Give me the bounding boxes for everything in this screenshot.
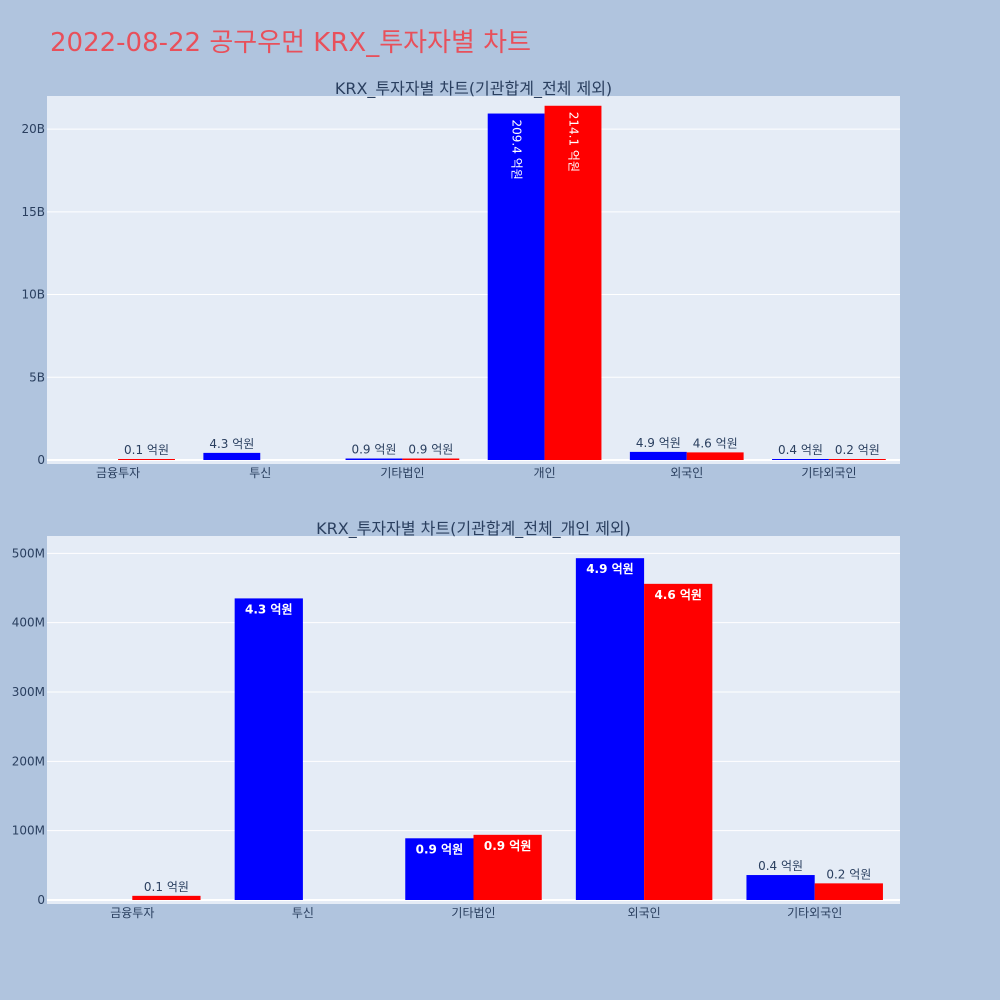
x-tick-label: 투신 bbox=[292, 906, 314, 920]
data-label: 0.4 억원 bbox=[758, 859, 803, 873]
x-tick-label: 외국인 bbox=[628, 906, 661, 920]
data-label: 4.6 억원 bbox=[654, 588, 702, 602]
y-tick-label: 500M bbox=[12, 546, 45, 560]
page-title: 2022-08-22 공구우먼 KRX_투자자별 차트 bbox=[50, 28, 532, 58]
bar bbox=[473, 834, 542, 900]
data-label: 209.4 억원 bbox=[510, 120, 524, 180]
y-tick-label: 200M bbox=[12, 754, 45, 768]
data-label: 4.6 억원 bbox=[693, 436, 738, 450]
bar bbox=[405, 838, 474, 900]
y-tick-label: 10B bbox=[21, 288, 45, 302]
bar bbox=[402, 458, 460, 460]
bar bbox=[234, 598, 303, 900]
y-tick-label: 5B bbox=[29, 370, 45, 384]
x-tick-label: 기타외국인 bbox=[787, 906, 842, 920]
data-label: 214.1 억원 bbox=[567, 112, 581, 172]
y-tick-label: 0 bbox=[37, 453, 45, 467]
data-label: 0.9 억원 bbox=[408, 443, 453, 457]
y-tick-label: 20B bbox=[21, 122, 45, 136]
x-tick-label: 외국인 bbox=[670, 466, 703, 480]
data-label: 0.4 억원 bbox=[778, 443, 823, 457]
chart-title-2: KRX_투자자별 차트(기관합계_전체_개인 제외) bbox=[316, 519, 631, 539]
data-label: 0.2 억원 bbox=[826, 867, 871, 881]
data-label: 0.9 억원 bbox=[484, 839, 532, 853]
x-tick-label: 금융투자 bbox=[110, 906, 154, 920]
data-label: 0.1 억원 bbox=[144, 880, 189, 894]
y-tick-label: 100M bbox=[12, 824, 45, 838]
bar bbox=[544, 105, 602, 461]
bar bbox=[575, 558, 645, 900]
data-label: 4.3 억원 bbox=[209, 437, 254, 451]
data-label: 4.9 억원 bbox=[636, 436, 681, 450]
x-tick-label: 기타법인 bbox=[451, 906, 495, 920]
bar bbox=[828, 459, 886, 460]
x-tick-label: 개인 bbox=[534, 466, 556, 480]
bar bbox=[487, 113, 545, 461]
plot-area-1 bbox=[47, 96, 900, 464]
data-label: 0.9 억원 bbox=[416, 842, 464, 856]
bar bbox=[814, 883, 883, 900]
y-tick-label: 300M bbox=[12, 685, 45, 699]
bar bbox=[772, 459, 829, 460]
data-label: 0.9 억원 bbox=[351, 443, 396, 457]
bar bbox=[644, 583, 713, 900]
data-label: 4.3 억원 bbox=[245, 602, 293, 616]
bar bbox=[203, 452, 261, 460]
x-tick-label: 투신 bbox=[249, 466, 271, 480]
x-tick-label: 기타법인 bbox=[380, 466, 424, 480]
data-label: 4.9 억원 bbox=[586, 562, 634, 576]
bar bbox=[746, 875, 815, 900]
x-tick-label: 기타외국인 bbox=[801, 466, 856, 480]
bar bbox=[118, 459, 175, 460]
x-tick-label: 금융투자 bbox=[96, 466, 140, 480]
chart-1-svg: 0 5B 10B 15B 20B KRX_투자자별 차트(기관합계_전체 제외) 금융투자 0… bbox=[21, 79, 900, 480]
bar bbox=[132, 895, 201, 900]
data-label: 0.1 억원 bbox=[124, 443, 169, 457]
bar bbox=[686, 452, 744, 460]
y-tick-label: 400M bbox=[12, 616, 45, 630]
bar bbox=[345, 458, 403, 460]
chart-title-1: KRX_투자자별 차트(기관합계_전체 제외) bbox=[335, 79, 612, 99]
bar bbox=[629, 451, 687, 460]
y-tick-label: 0 bbox=[37, 893, 45, 907]
y-tick-label: 15B bbox=[21, 205, 45, 219]
data-label: 0.2 억원 bbox=[835, 443, 880, 457]
